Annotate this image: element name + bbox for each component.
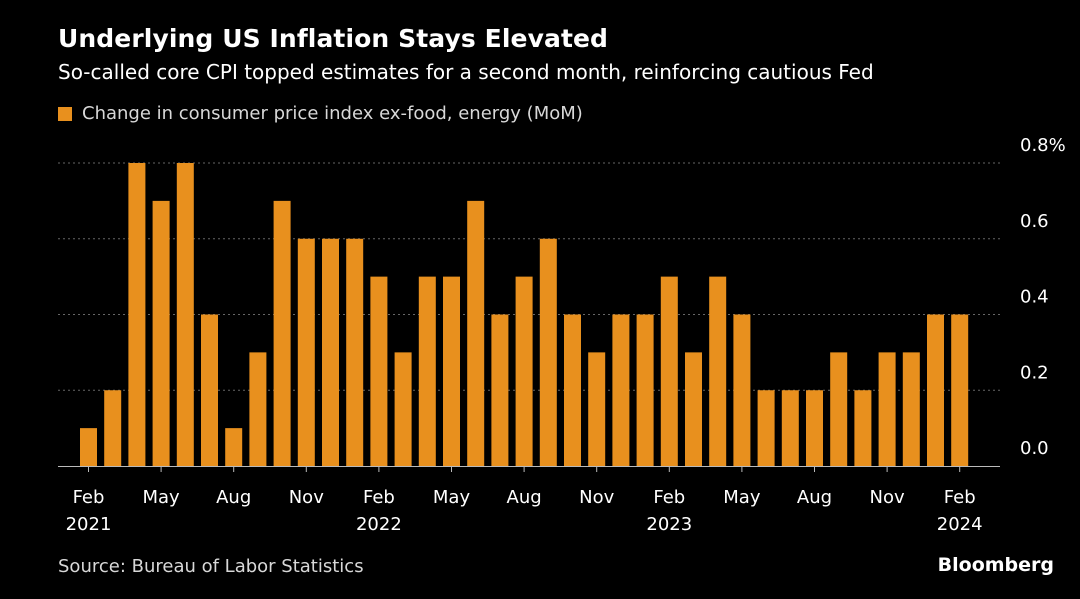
bar <box>418 276 436 466</box>
bar <box>830 352 848 466</box>
bar <box>927 314 944 466</box>
bar <box>80 428 97 466</box>
bar <box>781 390 799 466</box>
bar <box>515 276 533 466</box>
legend-label: Change in consumer price index ex-food, … <box>82 103 583 124</box>
x-tick-label: Aug <box>507 487 542 508</box>
bar <box>273 200 291 466</box>
bar <box>685 352 702 466</box>
bar <box>394 352 412 466</box>
x-tick-label: Nov <box>870 487 905 508</box>
bar <box>467 200 485 466</box>
y-tick-label: 0.6 <box>1020 211 1049 232</box>
bar <box>225 428 243 466</box>
x-tick-label: Nov <box>289 487 324 508</box>
bloomberg-logo: Bloomberg <box>937 554 1054 576</box>
x-tick-year-label: 2024 <box>937 514 983 535</box>
x-tick-label: Nov <box>579 487 614 508</box>
y-tick-label: 0.2 <box>1020 362 1049 383</box>
x-tick-label: Feb <box>653 487 685 508</box>
bar <box>951 314 969 466</box>
bar <box>636 314 654 466</box>
bar <box>733 314 751 466</box>
y-axis-ticks: 0.0 0.2 0.4 0.6 0.8% <box>1020 135 1066 459</box>
bar <box>249 352 267 466</box>
bar <box>612 314 630 466</box>
x-tick-label: May <box>433 487 471 508</box>
y-tick-label: 0.8% <box>1020 135 1066 156</box>
bar <box>564 314 581 466</box>
bar <box>878 352 896 466</box>
x-axis-ticks: Feb 2021 May Aug Nov Feb 2022 May Aug Nov Feb 2023 M… <box>66 466 983 535</box>
bar <box>660 276 678 466</box>
x-tick-label: Feb <box>944 487 976 508</box>
bar <box>297 238 315 466</box>
x-tick-label: Aug <box>216 487 251 508</box>
x-tick-year-label: 2023 <box>646 514 692 535</box>
bar <box>854 390 872 466</box>
bar <box>346 238 364 466</box>
bar <box>201 314 218 466</box>
x-tick-label: Feb <box>363 487 395 508</box>
y-tick-label: 0.0 <box>1020 438 1049 459</box>
legend-swatch <box>58 106 72 121</box>
x-tick-label: Aug <box>797 487 832 508</box>
bar <box>370 276 388 466</box>
bar <box>588 352 606 466</box>
x-tick-label: Feb <box>73 487 105 508</box>
x-tick-year-label: 2022 <box>356 514 402 535</box>
bar <box>902 352 920 466</box>
y-tick-label: 0.4 <box>1020 287 1049 308</box>
x-tick-label: May <box>142 487 180 508</box>
bar <box>152 200 170 466</box>
chart-title: Underlying US Inflation Stays Elevated <box>58 24 609 53</box>
bar <box>491 314 509 466</box>
bars <box>80 163 969 466</box>
legend: Change in consumer price index ex-food, … <box>58 103 583 124</box>
bar <box>104 390 122 466</box>
bar <box>322 238 339 466</box>
bar <box>757 390 775 466</box>
bar <box>539 238 557 466</box>
bar <box>128 163 146 466</box>
bar <box>443 276 460 466</box>
x-tick-label: May <box>723 487 761 508</box>
x-tick-year-label: 2021 <box>66 514 112 535</box>
source-note: Source: Bureau of Labor Statistics <box>58 556 364 577</box>
bar <box>176 163 194 466</box>
bar <box>709 276 727 466</box>
chart-subtitle: So-called core CPI topped estimates for … <box>58 60 874 84</box>
bar <box>806 390 823 466</box>
